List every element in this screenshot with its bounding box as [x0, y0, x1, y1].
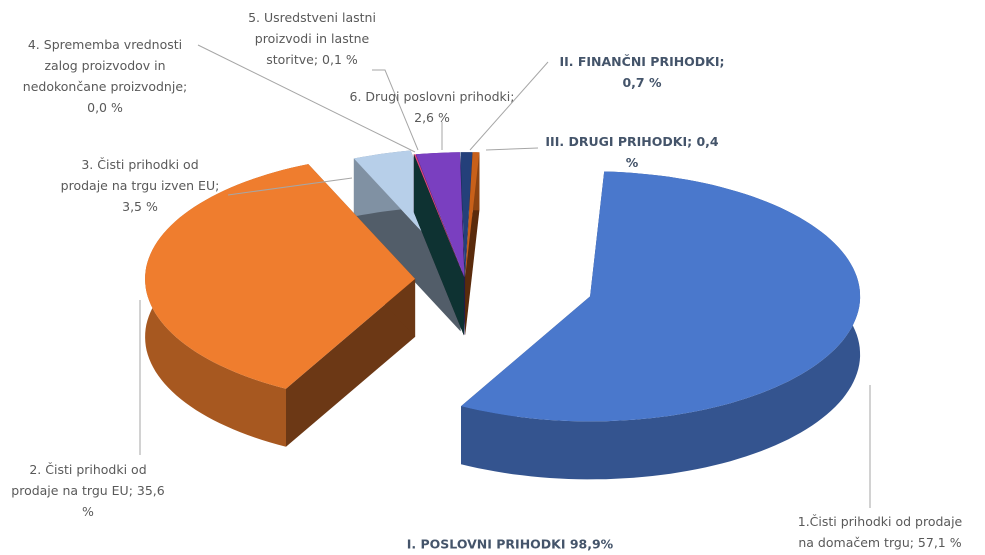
label-line: II. FINANČNI PRIHODKI;	[559, 54, 724, 69]
label-line: 0,0 %	[87, 100, 123, 115]
slice	[145, 164, 416, 389]
label-line: proizvodi in lastne	[255, 31, 370, 46]
leader-line	[485, 147, 539, 151]
label-line: storitve; 0,1 %	[266, 52, 358, 67]
data-label: 1.Čisti prihodki od prodaje na domačem tr…	[798, 514, 963, 550]
leader-line	[372, 69, 419, 151]
slice-side	[413, 154, 464, 336]
label-line: nedokončane proizvodnje;	[23, 79, 187, 94]
label-line: zalog proizvodov in	[44, 58, 165, 73]
data-label: 6. Drugi poslovni prihodki; 2,6 %	[350, 89, 515, 125]
group-annotation: I. POSLOVNI PRIHODKI 98,9%	[407, 537, 614, 552]
data-label: 5. Usredstveni lastni proizvodi in lastne…	[248, 10, 376, 67]
data-label: 3. Čisti prihodki od prodaje na trgu izve…	[61, 157, 220, 214]
labels: 1.Čisti prihodki od prodaje na domačem tr…	[11, 10, 962, 550]
leader-line	[197, 44, 416, 153]
slice	[460, 152, 473, 278]
label-line: prodaje na trgu izven EU;	[61, 178, 220, 193]
label-line: %	[82, 504, 94, 519]
label-line: 3,5 %	[122, 199, 158, 214]
data-label: III. DRUGI PRIHODKI; 0,4%	[545, 134, 719, 170]
data-label: 2. Čisti prihodki od prodaje na trgu EU; …	[11, 462, 164, 519]
label-line: 5. Usredstveni lastni	[248, 10, 376, 25]
label-line: 0,7 %	[622, 75, 661, 90]
label-line: prodaje na trgu EU; 35,6	[11, 483, 164, 498]
slices	[145, 150, 861, 480]
label-line: na domačem trgu; 57,1 %	[798, 535, 961, 550]
slice	[461, 171, 861, 422]
label-line: 4. Sprememba vrednosti	[28, 37, 182, 52]
label-line: 2,6 %	[414, 110, 450, 125]
label-line: 2. Čisti prihodki od	[29, 462, 146, 477]
label-line: 6. Drugi poslovni prihodki;	[350, 89, 515, 104]
leader-line	[227, 177, 353, 196]
label-line: III. DRUGI PRIHODKI; 0,4	[545, 134, 719, 149]
leader-line	[469, 61, 549, 151]
slice	[465, 152, 480, 278]
data-label: II. FINANČNI PRIHODKI; 0,7 %	[559, 54, 724, 90]
slice-side	[286, 278, 416, 447]
slice	[413, 154, 464, 278]
label-line: 1.Čisti prihodki od prodaje	[798, 514, 963, 529]
slice	[416, 152, 465, 278]
label-line: 3. Čisti prihodki od	[81, 157, 198, 172]
data-label: 4. Sprememba vrednosti zalog proizvodov i…	[23, 37, 187, 115]
label-line: %	[626, 155, 639, 170]
